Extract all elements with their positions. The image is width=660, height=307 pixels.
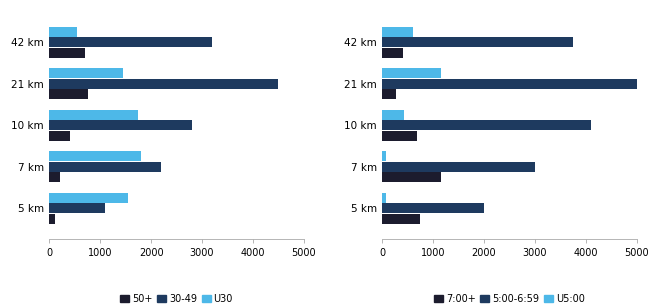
Bar [382,172,441,182]
Bar [382,89,397,99]
Bar [382,131,417,141]
Bar [382,79,647,89]
Bar [382,193,386,203]
Bar [382,214,420,223]
Bar [50,172,59,182]
Bar [50,89,88,99]
Bar [50,131,70,141]
Bar [50,79,279,89]
Bar [382,37,573,47]
Bar [50,204,106,213]
Bar [50,68,123,78]
Bar [382,68,441,78]
Bar [50,193,128,203]
Bar [382,48,403,57]
Bar [50,120,192,130]
Bar [50,110,139,120]
Legend: 50+, 30-49, U30: 50+, 30-49, U30 [116,290,237,307]
Bar [50,27,77,37]
Bar [382,151,385,161]
Bar [50,48,85,57]
Bar [382,27,412,37]
Legend: 7:00+, 5:00-6:59, U5:00: 7:00+, 5:00-6:59, U5:00 [430,290,589,307]
Bar [382,120,591,130]
Bar [50,162,161,172]
Bar [382,162,535,172]
Bar [50,214,55,223]
Bar [50,151,141,161]
Bar [50,37,213,47]
Bar [382,110,404,120]
Bar [382,204,484,213]
